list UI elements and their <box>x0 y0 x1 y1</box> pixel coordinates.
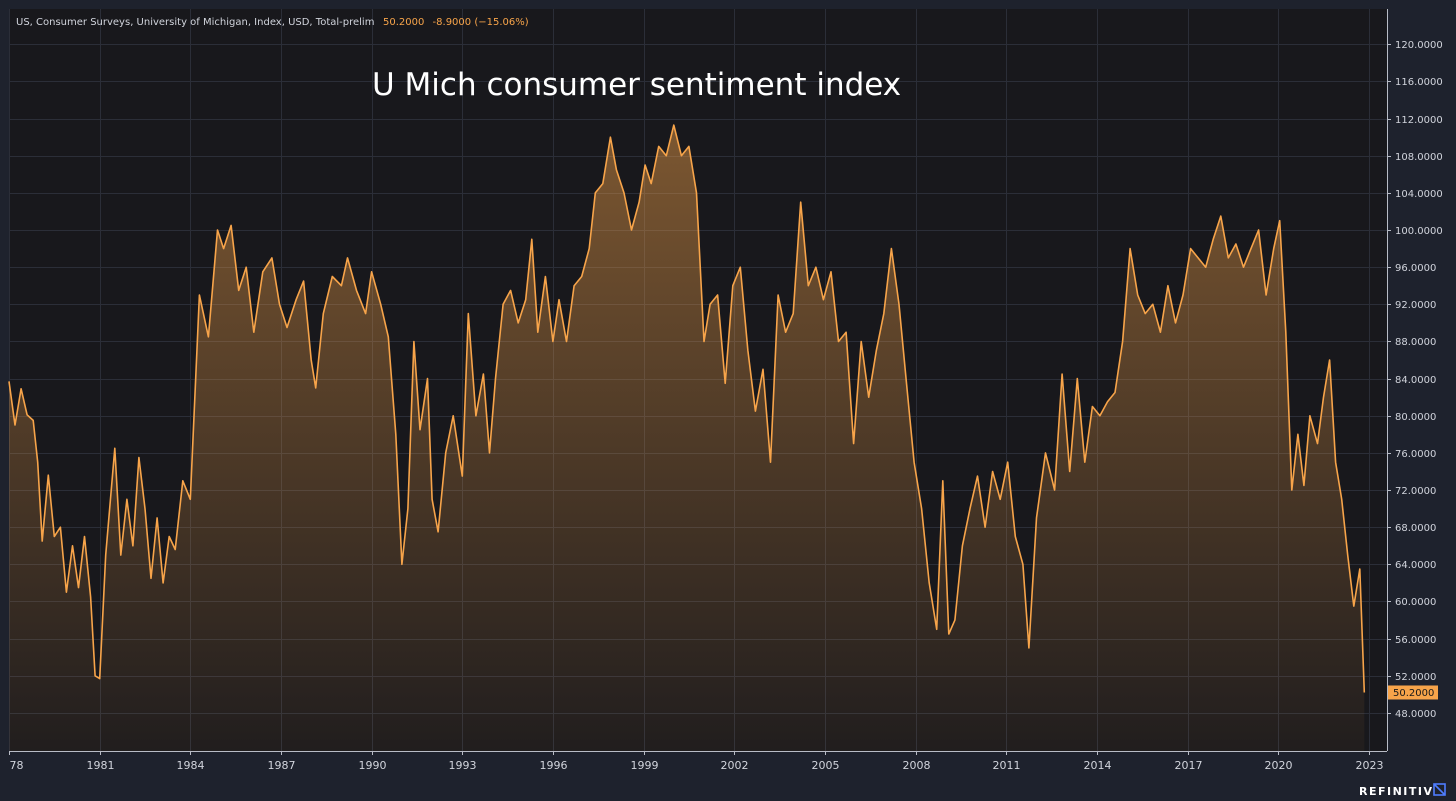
x-tick-label: 1981 <box>87 759 115 772</box>
x-tick-label: 2011 <box>993 759 1021 772</box>
x-tick-label: 1984 <box>177 759 205 772</box>
y-tick-label: 100.0000 <box>1395 226 1443 237</box>
y-tick-label: 80.0000 <box>1395 412 1436 423</box>
series-summary: 50.2000 -8.9000 (−15.06%) <box>383 17 529 28</box>
y-tick-label: 84.0000 <box>1395 375 1436 386</box>
y-tick-label: 68.0000 <box>1395 523 1436 534</box>
x-tick-label: 2008 <box>903 759 931 772</box>
brand-label: REFINITIV <box>1359 785 1434 798</box>
x-tick-label: 1993 <box>449 759 477 772</box>
series-line <box>8 124 1366 693</box>
x-tick-label: 1999 <box>631 759 659 772</box>
x-tick-label: 2002 <box>721 759 749 772</box>
refinitiv-logo-icon <box>1433 783 1446 796</box>
header-last-value: 50.2000 <box>383 17 424 28</box>
y-tick-label: 88.0000 <box>1395 337 1436 348</box>
x-tick-label: 1990 <box>359 759 387 772</box>
chart-title: U Mich consumer sentiment index <box>372 67 901 103</box>
y-tick-label: 72.0000 <box>1395 486 1436 497</box>
y-tick-label: 56.0000 <box>1395 635 1436 646</box>
y-axis-ticks: 48.0000 52.0000 56.0000 60.0000 64.0000 68.00… <box>1387 40 1443 720</box>
y-tick-label: 120.0000 <box>1395 40 1443 51</box>
series-description: US, Consumer Surveys, University of Mich… <box>16 17 374 28</box>
last-value-badge-box <box>1388 685 1438 700</box>
x-axis-ticks: 78 1981 1984 1987 1990 1993 1996 1999 2002 2005 20… <box>9 751 1384 772</box>
x-tick-label: 2023 <box>1356 759 1384 772</box>
y-tick-label: 52.0000 <box>1395 672 1436 683</box>
y-tick-label: 48.0000 <box>1395 709 1436 720</box>
x-tick-label: 2014 <box>1084 759 1112 772</box>
y-tick-label: 112.0000 <box>1395 115 1443 126</box>
last-value-badge: 50.2000 <box>1388 685 1438 700</box>
y-tick-label: 108.0000 <box>1395 152 1443 163</box>
x-tick-label: 1987 <box>268 759 296 772</box>
x-tick-label: 2005 <box>812 759 840 772</box>
x-tick-label: 2017 <box>1175 759 1203 772</box>
series-layer <box>8 124 1366 752</box>
y-tick-label: 92.0000 <box>1395 300 1436 311</box>
x-tick-label: 1996 <box>540 759 568 772</box>
y-tick-label: 76.0000 <box>1395 449 1436 460</box>
brand-logo: REFINITIV <box>1359 783 1446 798</box>
y-tick-label: 104.0000 <box>1395 189 1443 200</box>
x-tick-label: 2020 <box>1265 759 1293 772</box>
y-tick-label: 64.0000 <box>1395 560 1436 571</box>
series-area-fill <box>9 125 1365 752</box>
y-tick-label: 96.0000 <box>1395 263 1436 274</box>
last-value-badge-label: 50.2000 <box>1393 688 1434 699</box>
header-change: -8.9000 (−15.06%) <box>433 17 529 28</box>
x-tick-label: 78 <box>10 759 24 772</box>
y-tick-label: 60.0000 <box>1395 597 1436 608</box>
y-tick-label: 116.0000 <box>1395 77 1443 88</box>
